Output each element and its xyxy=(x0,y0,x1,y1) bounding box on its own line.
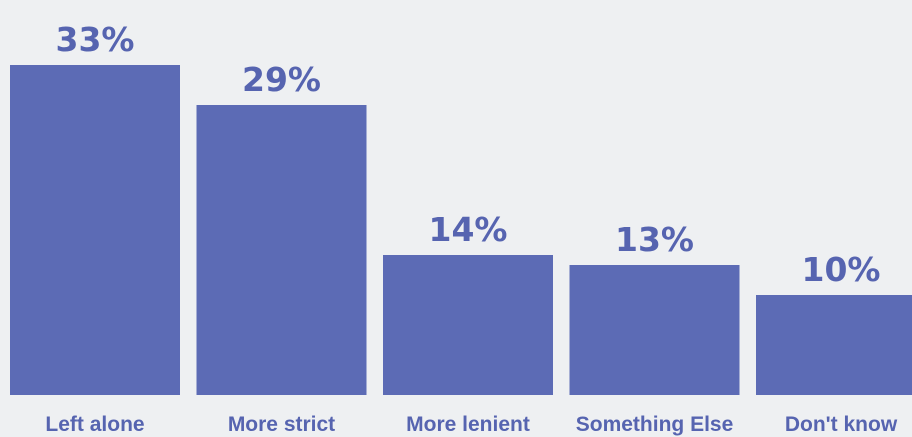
bar-value-label: 13% xyxy=(615,220,694,259)
bar-value-label: 33% xyxy=(56,20,135,59)
x-tick-label: More lenient xyxy=(406,413,530,436)
bar-value-label: 29% xyxy=(242,60,321,99)
data-labels: 33% 29% 14% 13% 10% xyxy=(56,20,881,289)
bar-value-label: 14% xyxy=(429,210,508,249)
bar xyxy=(756,295,912,395)
bar xyxy=(10,65,180,395)
x-tick-label: Left alone xyxy=(45,413,144,436)
x-axis-tick-labels: Left alone More strict More lenient Somethi… xyxy=(45,413,897,436)
bar xyxy=(569,265,740,395)
x-tick-label: Don't know xyxy=(785,413,898,436)
bar-value-label: 10% xyxy=(802,250,881,289)
bar xyxy=(196,105,367,395)
bar-series xyxy=(10,65,912,395)
x-tick-label: Something Else xyxy=(576,413,734,436)
bar xyxy=(383,255,553,395)
x-tick-label: More strict xyxy=(228,413,335,436)
